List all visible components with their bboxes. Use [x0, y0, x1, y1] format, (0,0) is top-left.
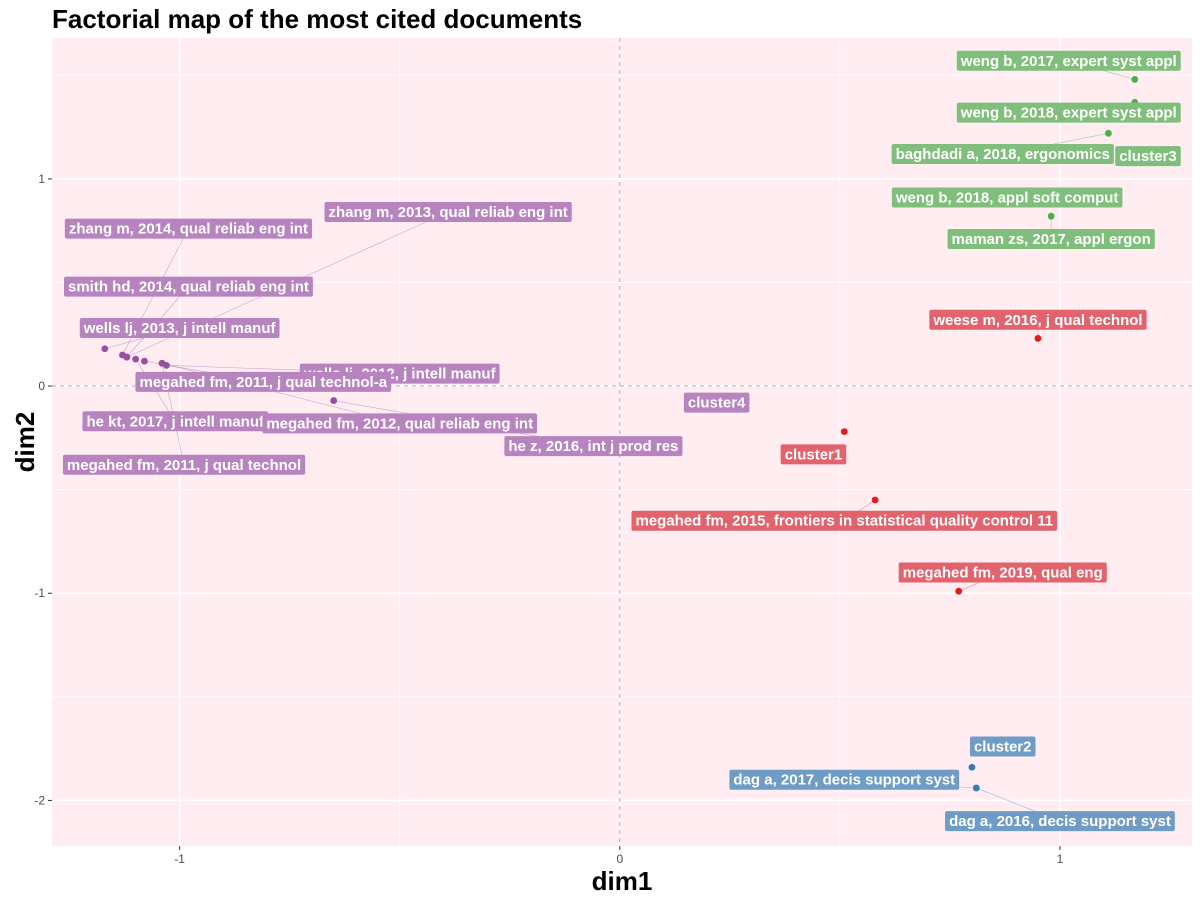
point-label-text: baghdadi a, 2018, ergonomics [896, 146, 1110, 163]
point-label-text: megahed fm, 2011, j qual technol [67, 457, 301, 474]
point-label: megahed fm, 2011, j qual technol [62, 454, 306, 475]
point-label-box [729, 769, 960, 790]
point-label: weese m, 2016, j qual technol [929, 309, 1147, 330]
data-points [101, 76, 1139, 792]
axis-ticks: -1 0 1 -2 -1 0 1 [34, 172, 1063, 866]
point-label-box [135, 371, 392, 392]
point-label-box [891, 187, 1123, 208]
data-point [158, 359, 166, 367]
point-label: weng b, 2018, appl soft comput [891, 187, 1123, 208]
point-label: weng b, 2018, expert syst appl [956, 102, 1181, 123]
point-label: baghdadi a, 2018, ergonomics [891, 144, 1114, 165]
cluster-label: cluster3 [1115, 146, 1181, 167]
point-label-box [947, 228, 1155, 249]
x-axis-title: dim1 [592, 866, 653, 896]
centroid-point [968, 763, 976, 771]
point-label-text: megahed fm, 2011, j qual technol-a [139, 374, 387, 391]
point-label-box [631, 510, 1058, 531]
point-label: he z, 2016, int j prod res [504, 436, 683, 457]
point-label: weng b, 2017, expert syst appl [956, 50, 1181, 71]
point-label-box [929, 309, 1147, 330]
chart-title: Factorial map of the most cited document… [52, 4, 583, 34]
centroid-point [840, 428, 848, 436]
point-label-text: zhang m, 2013, qual reliab eng int [329, 204, 568, 221]
point-label-text: he z, 2016, int j prod res [508, 438, 678, 455]
point-label: megahed fm, 2011, j qual technol-a [135, 371, 392, 392]
point-label-text: dag a, 2017, decis support syst [733, 772, 955, 789]
x-tick-label: 0 [616, 852, 623, 866]
point-label-box [891, 144, 1114, 165]
data-point [141, 357, 148, 365]
point-label: dag a, 2016, decis support syst [945, 811, 1175, 832]
point-label-text: megahed fm, 2019, qual eng [903, 565, 1103, 582]
point-label-text: weng b, 2017, expert syst appl [960, 53, 1177, 70]
point-label: he kt, 2017, j intell manuf [82, 411, 269, 432]
cluster-label-box [683, 392, 750, 413]
y-tick-label: -2 [34, 793, 45, 807]
point-label-text: weng b, 2018, expert syst appl [960, 105, 1177, 122]
cluster-label-text: cluster4 [688, 395, 746, 412]
data-point [123, 353, 131, 361]
point-label-text: zhang m, 2014, qual reliab eng int [69, 221, 308, 238]
point-label-box [79, 318, 280, 339]
cluster-label-box [1115, 146, 1181, 167]
point-label-box [945, 811, 1175, 832]
data-point [871, 496, 879, 504]
point-label: dag a, 2017, decis support syst [729, 769, 960, 790]
data-point [1104, 129, 1112, 137]
point-label-box [956, 50, 1181, 71]
point-label-box [62, 454, 306, 475]
data-point [132, 355, 140, 363]
point-label: maman zs, 2017, appl ergon [947, 228, 1155, 249]
point-label-box [262, 413, 538, 434]
y-axis-title: dim2 [10, 412, 40, 473]
point-label: smith hd, 2014, qual reliab eng int [64, 276, 313, 297]
point-label: megahed fm, 2012, qual reliab eng int [262, 413, 538, 434]
point-label-box [504, 436, 683, 457]
cluster-label: cluster4 [683, 392, 750, 413]
point-label: megahed fm, 2015, frontiers in statistic… [631, 510, 1058, 531]
point-label-box [64, 276, 313, 297]
y-tick-label: -1 [34, 586, 45, 600]
data-point [101, 345, 109, 353]
data-point [330, 397, 338, 404]
data-point [1034, 335, 1042, 342]
cluster-label: cluster1 [780, 444, 847, 465]
point-label-text: wells lj, 2013, j intell manuf [83, 320, 277, 337]
point-label-text: weng b, 2018, appl soft comput [895, 190, 1119, 207]
point-label-text: weese m, 2016, j qual technol [932, 312, 1142, 329]
point-label-text: megahed fm, 2015, frontiers in statistic… [635, 513, 1053, 530]
y-tick-label: 1 [38, 172, 45, 186]
point-label-text: smith hd, 2014, qual reliab eng int [68, 279, 309, 296]
point-label: megahed fm, 2019, qual eng [898, 562, 1107, 583]
data-point [955, 587, 963, 595]
point-label: wells lj, 2013, j intell manuf [79, 318, 280, 339]
point-label-text: megahed fm, 2012, qual reliab eng int [266, 415, 533, 432]
point-label-text: dag a, 2016, decis support syst [949, 813, 1171, 830]
point-label-box [82, 411, 269, 432]
cluster-label-text: cluster1 [785, 446, 843, 463]
point-label: zhang m, 2014, qual reliab eng int [64, 218, 313, 239]
point-label: zhang m, 2013, qual reliab eng int [324, 202, 572, 223]
point-label-box [324, 202, 572, 223]
point-label-box [64, 218, 313, 239]
cluster-label-text: cluster3 [1119, 148, 1177, 165]
point-label-box [956, 102, 1181, 123]
point-labels: weng b, 2017, expert syst appl weng b, 20… [62, 50, 1181, 832]
x-tick-label: 1 [1057, 852, 1064, 866]
cluster-label-box [780, 444, 847, 465]
cluster-label: cluster2 [969, 736, 1036, 757]
x-tick-label: -1 [174, 852, 185, 866]
data-point [972, 784, 980, 792]
data-point [1131, 76, 1139, 83]
cluster-label-text: cluster2 [974, 739, 1032, 756]
point-label-text: he kt, 2017, j intell manuf [86, 413, 265, 430]
cluster-label-box [969, 736, 1036, 757]
y-tick-label: 0 [38, 379, 45, 393]
point-label-text: maman zs, 2017, appl ergon [952, 231, 1151, 248]
point-label-box [898, 562, 1107, 583]
data-point [1047, 212, 1055, 220]
